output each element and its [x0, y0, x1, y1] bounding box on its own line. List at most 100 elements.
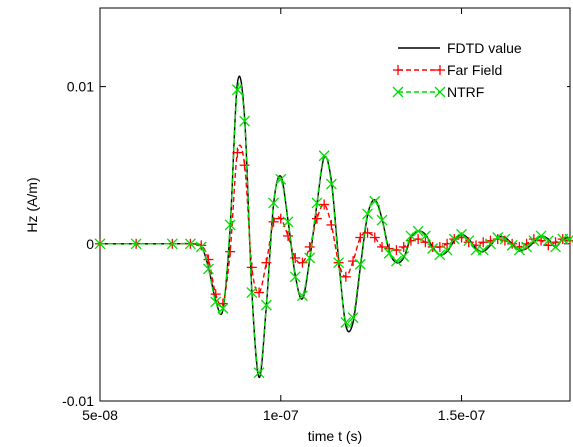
data-point-far-field	[232, 147, 243, 158]
data-point-ntrf	[260, 299, 272, 311]
data-point-ntrf	[217, 302, 229, 314]
data-point-far-field	[268, 216, 279, 227]
data-point-ntrf	[506, 239, 518, 251]
data-point-ntrf	[492, 232, 504, 243]
data-point-ntrf	[441, 244, 453, 256]
data-point-far-field	[543, 240, 554, 251]
series-line-fdtd-value	[100, 75, 571, 379]
data-point-ntrf	[246, 287, 258, 298]
data-point-ntrf	[311, 197, 323, 209]
data-point-far-field	[203, 254, 214, 265]
data-point-far-field	[239, 160, 250, 171]
data-point-ntrf	[513, 244, 525, 256]
legend-label: Far Field	[447, 62, 502, 78]
data-point-ntrf	[463, 235, 475, 247]
legend-marker	[435, 65, 445, 75]
data-point-ntrf	[485, 238, 496, 250]
data-point-ntrf	[521, 241, 533, 253]
data-point-far-field	[478, 237, 489, 248]
data-point-far-field	[254, 287, 265, 298]
data-point-far-field	[340, 271, 351, 282]
legend-label: FDTD value	[447, 40, 522, 56]
series-ntrf	[94, 81, 573, 379]
data-point-ntrf	[434, 249, 446, 261]
data-point-far-field	[405, 235, 416, 246]
data-point-ntrf	[362, 208, 373, 220]
y-tick-label: 0	[86, 236, 94, 252]
series-fdtd-value	[100, 75, 571, 379]
legend-item-ntrf: NTRF	[392, 84, 484, 100]
data-point-far-field	[463, 237, 474, 248]
data-point-ntrf	[412, 225, 424, 237]
data-point-ntrf	[166, 238, 178, 250]
data-point-ntrf	[477, 244, 489, 256]
legend: FDTD value Far Field NTRF	[392, 34, 567, 104]
data-point-ntrf	[391, 255, 402, 267]
data-point-far-field	[565, 235, 573, 246]
data-point-far-field	[210, 289, 221, 300]
data-point-far-field	[319, 199, 330, 210]
data-point-ntrf	[427, 243, 439, 254]
data-point-ntrf	[528, 235, 540, 247]
data-point-ntrf	[535, 230, 547, 242]
data-point-ntrf	[210, 296, 222, 308]
legend-marker	[392, 86, 404, 98]
x-tick-label: 1e-07	[263, 407, 299, 423]
data-point-ntrf	[542, 235, 554, 247]
series-line-ntrf	[100, 81, 571, 374]
data-point-far-field	[196, 240, 207, 251]
x-axis-label: time t (s)	[308, 428, 362, 444]
data-point-ntrf	[304, 252, 316, 264]
data-point-far-field	[290, 252, 301, 263]
data-point-ntrf	[448, 233, 460, 245]
data-point-ntrf	[456, 228, 467, 240]
data-point-ntrf	[94, 238, 106, 250]
y-axis-label: Hz (A/m)	[24, 177, 40, 232]
legend-item-far-field: Far Field	[393, 62, 502, 78]
data-point-ntrf	[297, 290, 308, 302]
data-point-ntrf	[289, 271, 301, 283]
x-tick-label: 1.5e-07	[438, 407, 486, 423]
data-point-ntrf	[405, 230, 417, 242]
y-tick-label: -0.01	[62, 393, 94, 409]
data-point-ntrf	[231, 84, 243, 96]
data-point-far-field	[369, 232, 380, 243]
data-point-far-field	[536, 235, 547, 246]
legend-marker	[393, 65, 403, 75]
data-point-ntrf	[354, 258, 366, 270]
data-point-ntrf	[398, 250, 410, 262]
data-point-ntrf	[347, 312, 359, 324]
data-point-far-field	[261, 257, 272, 268]
data-point-ntrf	[340, 316, 352, 328]
data-point-far-field	[311, 213, 322, 224]
legend-background	[392, 34, 567, 104]
data-point-ntrf	[369, 195, 381, 207]
data-point-ntrf	[130, 238, 142, 250]
data-point-far-field	[225, 246, 236, 257]
y-tick-label: 0.01	[67, 79, 94, 95]
x-tick-label: 5e-08	[82, 407, 118, 423]
data-point-ntrf	[333, 257, 345, 269]
data-point-ntrf	[275, 173, 287, 185]
data-point-ntrf	[253, 367, 265, 379]
data-point-ntrf	[376, 214, 388, 226]
data-point-far-field	[246, 262, 257, 273]
data-point-ntrf	[325, 178, 337, 190]
data-point-ntrf	[318, 150, 330, 162]
data-point-far-field	[362, 227, 373, 238]
legend-label: NTRF	[447, 84, 484, 100]
data-point-ntrf	[499, 233, 511, 245]
data-point-ntrf	[239, 115, 251, 127]
data-point-ntrf	[224, 219, 236, 231]
data-point-ntrf	[268, 197, 279, 209]
data-point-far-field	[283, 230, 293, 241]
series-layer	[94, 75, 573, 379]
data-point-ntrf	[184, 238, 196, 250]
data-point-ntrf	[282, 216, 294, 228]
data-point-far-field	[377, 241, 387, 252]
data-point-far-field	[304, 241, 315, 252]
data-point-ntrf	[419, 230, 431, 242]
legend-item-fdtd-value: FDTD value	[398, 40, 522, 56]
legend-marker	[434, 86, 446, 98]
